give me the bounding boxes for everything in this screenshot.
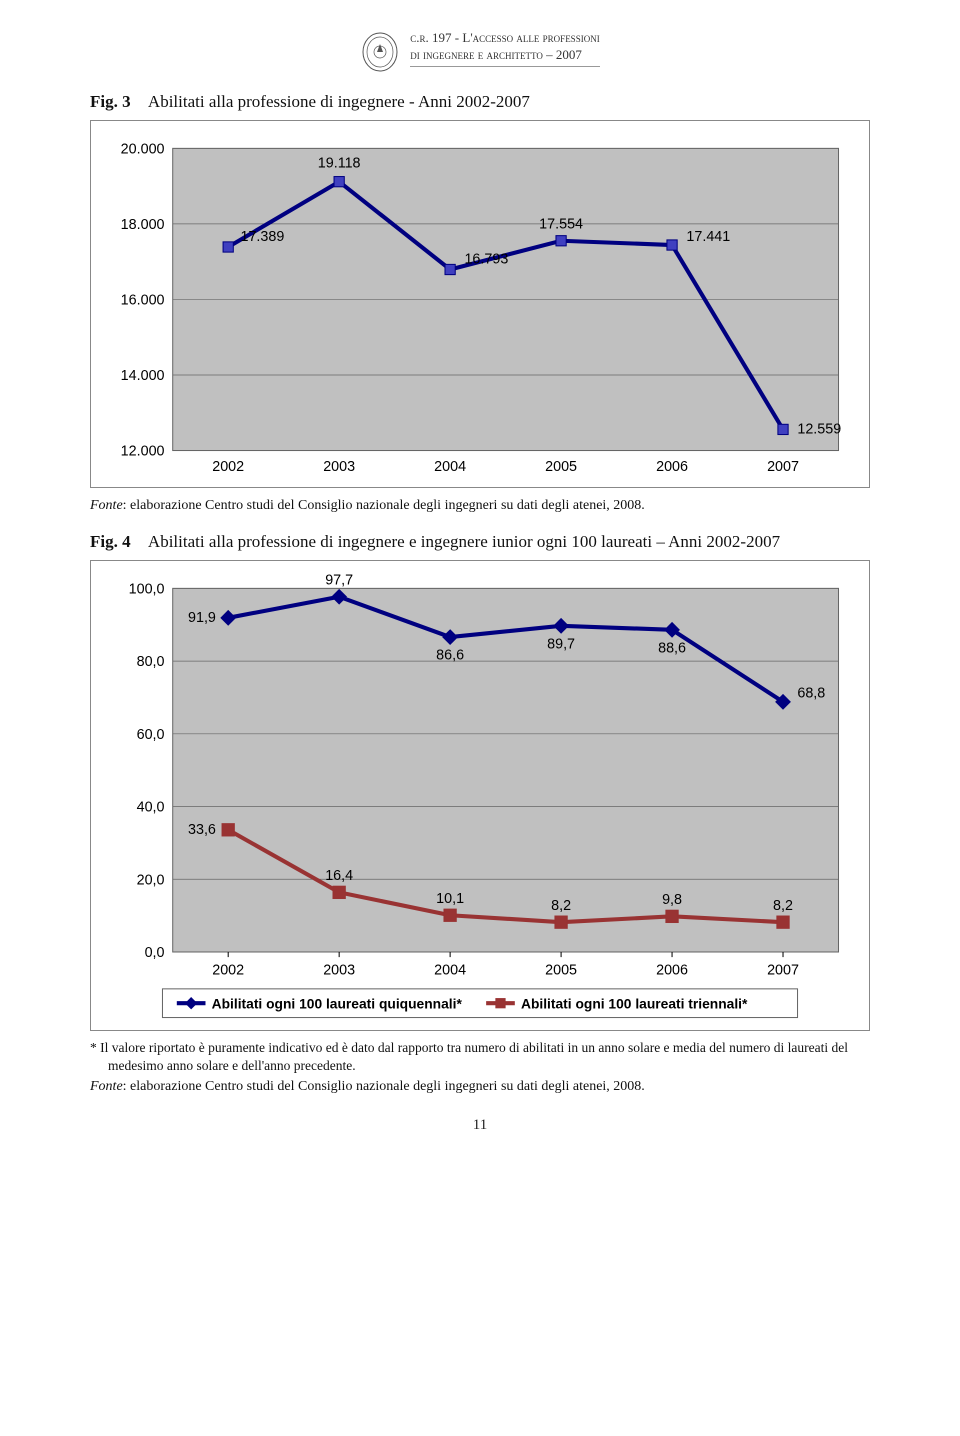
svg-text:33,6: 33,6 [188, 822, 216, 838]
svg-text:60,0: 60,0 [137, 727, 165, 743]
svg-text:2003: 2003 [323, 963, 355, 979]
svg-text:19.118: 19.118 [318, 155, 361, 171]
svg-text:Abilitati ogni 100 laureati tr: Abilitati ogni 100 laureati triennali* [521, 996, 748, 1012]
svg-text:20.000: 20.000 [121, 141, 165, 157]
header-line-1: c.r. 197 - L'accesso alle professioni [410, 30, 599, 45]
svg-text:2002: 2002 [212, 459, 244, 475]
source-prefix: Fonte [90, 498, 123, 513]
svg-text:17.441: 17.441 [686, 229, 730, 245]
page-header: c.r. 197 - L'accesso alle professioni di… [90, 30, 870, 74]
svg-text:2007: 2007 [767, 963, 799, 979]
fig4-chart: 0,0 20,0 40,0 60,0 80,0 100,0 2002 2003 2004 2005… [101, 573, 859, 1024]
svg-text:10,1: 10,1 [436, 891, 464, 907]
svg-text:12.000: 12.000 [121, 444, 165, 460]
fig4-title-text: Abilitati alla professione di ingegnere … [148, 532, 780, 551]
svg-text:12.559: 12.559 [797, 422, 841, 438]
svg-text:89,7: 89,7 [547, 637, 575, 653]
svg-text:91,9: 91,9 [188, 610, 216, 626]
svg-text:2004: 2004 [434, 963, 466, 979]
svg-text:16,4: 16,4 [325, 868, 353, 884]
fig3-chart-frame: 12.000 14.000 16.000 18.000 20.000 2002 2003 20… [90, 120, 870, 488]
fig3-title: Fig. 3 Abilitati alla professione di ing… [90, 92, 870, 112]
svg-text:17.389: 17.389 [240, 229, 284, 245]
svg-text:0,0: 0,0 [145, 945, 165, 961]
svg-text:8,2: 8,2 [773, 898, 793, 914]
svg-text:68,8: 68,8 [797, 686, 825, 702]
svg-text:18.000: 18.000 [121, 217, 165, 233]
svg-text:2004: 2004 [434, 459, 466, 475]
svg-text:86,6: 86,6 [436, 648, 464, 664]
svg-text:2003: 2003 [323, 459, 355, 475]
svg-text:2002: 2002 [212, 963, 244, 979]
fig4-source: Fonte: elaborazione Centro studi del Con… [90, 1079, 870, 1095]
svg-text:88,6: 88,6 [658, 641, 686, 657]
fig4-footnote: * Il valore riportato è puramente indica… [90, 1039, 870, 1075]
fig3-source: Fonte: elaborazione Centro studi del Con… [90, 498, 870, 514]
svg-text:40,0: 40,0 [137, 800, 165, 816]
source-text: : elaborazione Centro studi del Consigli… [123, 498, 645, 513]
svg-text:2005: 2005 [545, 963, 577, 979]
svg-text:14.000: 14.000 [121, 368, 165, 384]
svg-text:80,0: 80,0 [137, 654, 165, 670]
page-number: 11 [90, 1117, 870, 1134]
seal-icon [360, 30, 400, 74]
fig4-title: Fig. 4 Abilitati alla professione di ing… [90, 532, 870, 552]
svg-text:8,2: 8,2 [551, 898, 571, 914]
svg-text:97,7: 97,7 [325, 573, 353, 588]
fig4-chart-frame: 0,0 20,0 40,0 60,0 80,0 100,0 2002 2003 2004 2005… [90, 560, 870, 1031]
svg-text:2007: 2007 [767, 459, 799, 475]
svg-text:100,0: 100,0 [129, 582, 165, 598]
svg-text:2006: 2006 [656, 963, 688, 979]
document-page: c.r. 197 - L'accesso alle professioni di… [0, 0, 960, 1174]
source-text: : elaborazione Centro studi del Consigli… [123, 1079, 645, 1094]
svg-text:16.000: 16.000 [121, 293, 165, 309]
fig4-label: Fig. 4 [90, 532, 131, 551]
source-prefix: Fonte [90, 1079, 123, 1094]
fig3-title-text: Abilitati alla professione di ingegnere … [148, 92, 530, 111]
svg-text:20,0: 20,0 [137, 873, 165, 889]
svg-text:2006: 2006 [656, 459, 688, 475]
fig3-chart: 12.000 14.000 16.000 18.000 20.000 2002 2003 20… [101, 133, 859, 481]
header-text: c.r. 197 - L'accesso alle professioni di… [410, 30, 599, 67]
header-line-2: di ingegnere e architetto – 2007 [410, 47, 582, 62]
svg-text:9,8: 9,8 [662, 892, 682, 908]
svg-text:2005: 2005 [545, 459, 577, 475]
fig3-label: Fig. 3 [90, 92, 131, 111]
svg-text:16.793: 16.793 [464, 251, 508, 267]
svg-text:17.554: 17.554 [539, 216, 583, 232]
svg-text:Abilitati ogni 100 laureati qu: Abilitati ogni 100 laureati quiquennali* [212, 996, 463, 1012]
